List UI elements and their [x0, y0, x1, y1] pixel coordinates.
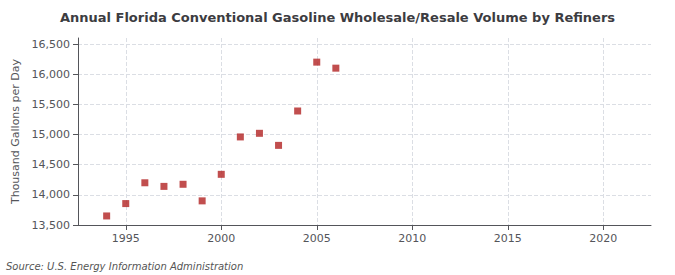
- svg-text:13,500: 13,500: [32, 219, 71, 232]
- svg-text:2010: 2010: [398, 232, 426, 245]
- svg-text:15,000: 15,000: [32, 128, 71, 141]
- svg-text:Thousand Gallons per Day: Thousand Gallons per Day: [9, 58, 22, 205]
- svg-text:2005: 2005: [303, 232, 331, 245]
- svg-text:15,500: 15,500: [32, 98, 71, 111]
- svg-text:16,000: 16,000: [32, 68, 71, 81]
- svg-text:2015: 2015: [494, 232, 522, 245]
- svg-text:14,000: 14,000: [32, 188, 71, 201]
- svg-text:16,500: 16,500: [32, 38, 71, 51]
- svg-text:Annual Florida Conventional Ga: Annual Florida Conventional Gasoline Who…: [60, 10, 615, 25]
- svg-text:14,500: 14,500: [32, 158, 71, 171]
- svg-text:2020: 2020: [589, 232, 617, 245]
- svg-text:Source: U.S. Energy Informatio: Source: U.S. Energy Information Administ…: [6, 261, 243, 272]
- svg-text:1995: 1995: [112, 232, 140, 245]
- svg-text:2000: 2000: [207, 232, 235, 245]
